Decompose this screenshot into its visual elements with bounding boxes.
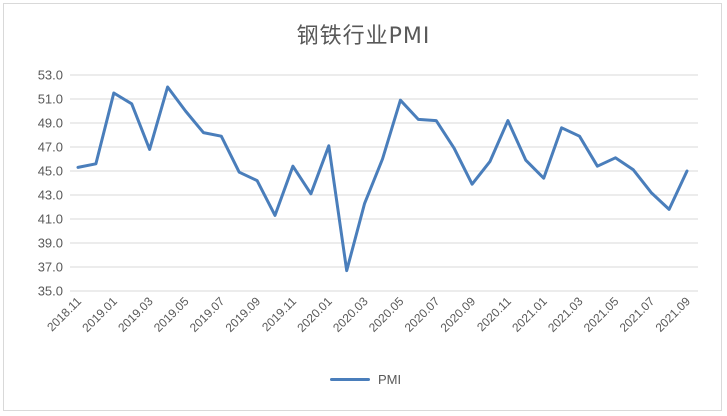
y-tick-label: 45.0 [38,164,63,179]
x-tick-label: 2020.11 [474,294,514,334]
gridlines [70,74,698,292]
x-tick-label: 2019.03 [115,294,156,335]
y-tick-label: 41.0 [38,212,63,227]
x-tick-label: 2020.09 [438,294,479,335]
x-tick-label: 2021.07 [617,294,658,335]
x-tick-label: 2021.01 [509,294,550,335]
x-tick-label: 2019.09 [223,294,264,335]
legend-line-icon [330,378,370,381]
x-tick-label: 2019.05 [151,294,192,335]
legend-label: PMI [378,372,402,387]
y-tick-label: 43.0 [38,188,63,203]
x-tick-label: 2021.05 [581,294,622,335]
x-tick-label: 2021.03 [545,294,586,335]
y-tick-label: 47.0 [38,140,63,155]
x-tick-label: 2021.09 [653,294,694,335]
y-axis: 53.0 51.0 49.0 47.0 45.0 43.0 41.0 39.0 37.0 35.0 [38,68,63,299]
legend: PMI [330,372,401,387]
y-tick-label: 37.0 [38,260,63,275]
x-tick-label: 2020.03 [330,294,371,335]
y-tick-label: 51.0 [38,92,63,107]
x-tick-label: 2019.11 [259,294,299,334]
x-tick-label: 2020.05 [366,294,407,335]
x-axis: 2018.112019.012019.032019.052019.072019.… [44,294,693,335]
y-tick-label: 39.0 [38,236,63,251]
y-tick-label: 49.0 [38,116,63,131]
x-tick-label: 2019.07 [187,294,228,335]
x-tick-label: 2018.11 [44,294,84,334]
x-tick-label: 2020.07 [402,294,443,335]
chart-title: 钢铁行业PMI [296,24,431,49]
y-tick-label: 35.0 [38,284,63,299]
pmi-series-line [76,85,689,273]
x-tick-label: 2020.01 [294,294,335,335]
x-tick-label: 2019.01 [79,294,120,335]
y-tick-label: 53.0 [38,68,63,83]
